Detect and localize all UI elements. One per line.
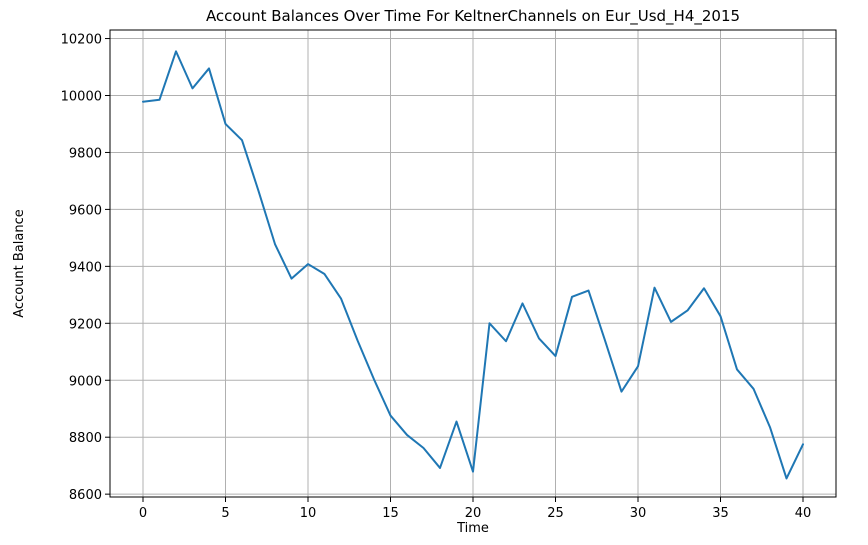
y-tick-label: 9200 xyxy=(69,317,102,332)
grid-lines xyxy=(110,30,836,497)
x-tick-label: 40 xyxy=(795,506,812,521)
ticks: 0 5 10 15 20 25 30 35 40 8600 8800 9000 9200 9400 9600… xyxy=(61,33,812,521)
y-tick-label: 9400 xyxy=(69,260,102,275)
x-tick-label: 25 xyxy=(547,506,564,521)
y-tick-label: 9600 xyxy=(69,203,102,218)
y-tick-label: 8600 xyxy=(69,488,102,503)
x-tick-label: 5 xyxy=(221,506,229,521)
series-line xyxy=(142,50,804,480)
y-tick-label: 10000 xyxy=(61,89,102,104)
y-axis-label: Account Balance xyxy=(12,209,27,317)
y-tick-label: 10200 xyxy=(61,33,102,48)
x-tick-label: 10 xyxy=(300,506,317,521)
x-tick-label: 20 xyxy=(465,506,482,521)
series-layer xyxy=(142,50,804,480)
y-tick-label: 8800 xyxy=(69,431,102,446)
chart-title: Account Balances Over Time For KeltnerCh… xyxy=(206,7,740,26)
x-tick-label: 0 xyxy=(139,506,147,521)
y-tick-label: 9800 xyxy=(69,146,102,161)
x-tick-label: 30 xyxy=(630,506,647,521)
x-tick-label: 15 xyxy=(382,506,399,521)
y-tick-label: 9000 xyxy=(69,374,102,389)
x-tick-label: 35 xyxy=(712,506,729,521)
x-axis-label: Time xyxy=(456,521,489,536)
